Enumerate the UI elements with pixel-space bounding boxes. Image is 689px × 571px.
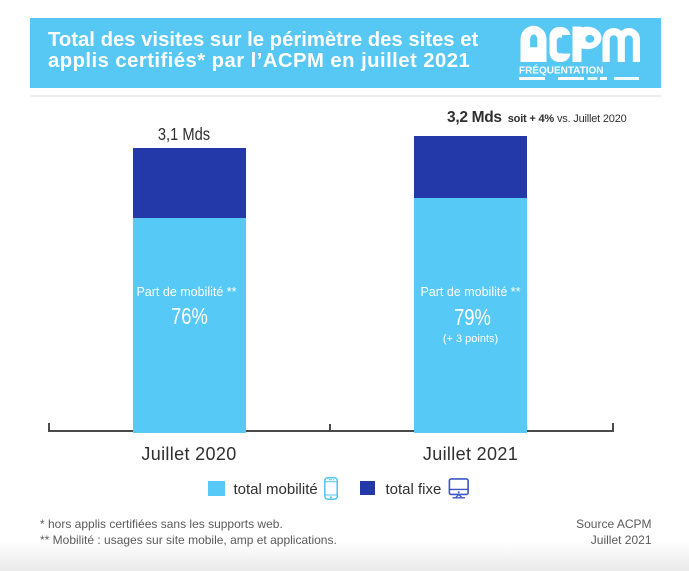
- svg-text:FRÉQUENTATION: FRÉQUENTATION: [519, 64, 604, 77]
